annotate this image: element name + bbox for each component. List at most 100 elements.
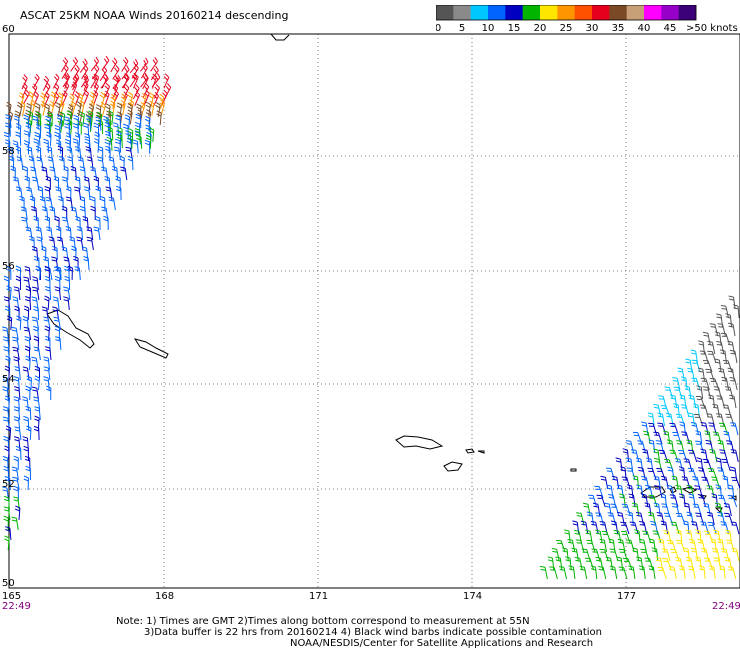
- notes-line-1: Note: 1) Times are GMT 2)Times along bot…: [116, 616, 530, 627]
- wind-barb: [549, 566, 558, 580]
- wind-barb: [719, 565, 726, 580]
- wind-barb: [576, 512, 585, 526]
- longitude-label: 171: [309, 591, 328, 602]
- wind-barb: [690, 349, 698, 364]
- wind-barb: [42, 75, 50, 91]
- wind-barb: [636, 556, 644, 571]
- wind-barb: [13, 436, 21, 451]
- wind-barb: [683, 502, 691, 517]
- wind-barb: [625, 440, 635, 454]
- wind-barb: [133, 73, 139, 89]
- wind-barb: [58, 195, 64, 211]
- wind-barb: [34, 375, 40, 391]
- wind-barb: [14, 426, 22, 441]
- wind-barb: [720, 521, 730, 535]
- wind-barb: [719, 422, 729, 436]
- wind-barb: [709, 323, 719, 337]
- wind-barb: [112, 165, 118, 181]
- wind-barb: [31, 386, 39, 401]
- wind-barb: [681, 431, 690, 445]
- wind-barb: [568, 565, 576, 580]
- wind-barb: [33, 255, 40, 271]
- wind-barb: [572, 520, 580, 535]
- wind-barb: [97, 145, 104, 161]
- latitude-label: 54: [2, 374, 15, 385]
- wind-barb: [93, 122, 99, 137]
- wind-barb: [666, 439, 674, 454]
- wind-barb: [107, 126, 114, 141]
- wind-barb: [648, 565, 656, 580]
- wind-barb: [647, 467, 657, 481]
- wind-barb: [727, 566, 737, 580]
- coastline-path: [465, 448, 475, 454]
- wind-barb: [25, 122, 31, 137]
- wind-barb: [729, 377, 738, 391]
- wind-barb: [722, 360, 733, 373]
- legend-tick-label: 40: [638, 23, 651, 34]
- wind-barb: [16, 156, 24, 171]
- wind-barb: [120, 100, 126, 116]
- wind-barb: [101, 55, 110, 71]
- wind-barb: [63, 256, 71, 271]
- wind-barb: [657, 566, 667, 580]
- wind-barb: [115, 114, 121, 130]
- wind-barb: [56, 236, 64, 251]
- notes-line-3: NOAA/NESDIS/Center for Satellite Applica…: [290, 638, 594, 649]
- wind-barb: [15, 131, 22, 146]
- wind-barb: [70, 166, 77, 181]
- wind-barb: [673, 386, 683, 400]
- map-frame: [8, 33, 740, 589]
- wind-barb: [141, 92, 147, 108]
- wind-barb: [116, 102, 123, 118]
- wind-barb: [64, 275, 71, 291]
- wind-barb: [46, 385, 52, 401]
- wind-barb: [30, 99, 36, 115]
- wind-barb: [695, 395, 706, 409]
- wind-barb: [680, 376, 688, 391]
- wind-barb: [664, 386, 674, 400]
- legend-swatch: [592, 5, 610, 20]
- wind-barb: [713, 557, 722, 571]
- wind-barb: [58, 156, 65, 171]
- wind-barb: [626, 467, 636, 481]
- wind-barb: [601, 530, 612, 544]
- wind-barb: [605, 467, 615, 481]
- legend-tick-label: 45: [664, 23, 677, 34]
- wind-barb: [108, 110, 114, 126]
- wind-barb: [717, 511, 726, 526]
- wind-barb: [604, 502, 612, 517]
- wind-barb: [3, 495, 10, 511]
- coastline-path: [477, 450, 485, 454]
- wind-barb: [15, 186, 23, 201]
- wind-barb: [140, 57, 149, 72]
- longitude-label: 177: [617, 591, 636, 602]
- wind-barb: [678, 466, 686, 481]
- wind-barb: [5, 265, 12, 281]
- wind-barb: [159, 99, 165, 115]
- time-left-label: 22:49: [2, 601, 31, 612]
- wind-barb: [11, 516, 19, 531]
- legend-labels: 0 5 10 15 20 25 30 35 40 45 >50 knots: [436, 23, 738, 34]
- wind-barb: [6, 315, 13, 331]
- wind-barb: [163, 73, 170, 89]
- legend-max-label: >50 knots: [686, 23, 738, 34]
- wind-barb: [707, 521, 717, 535]
- wind-barb: [43, 138, 49, 153]
- wind-barb: [14, 366, 21, 381]
- coastline-path: [669, 486, 677, 494]
- wind-barb: [105, 145, 111, 160]
- wind-barb: [136, 134, 143, 149]
- wind-barb: [590, 521, 599, 535]
- legend-border: [436, 5, 697, 21]
- wind-barb: [680, 404, 690, 418]
- wind-barb: [11, 466, 19, 481]
- wind-barb: [24, 336, 31, 351]
- wind-barb: [697, 494, 706, 508]
- wind-barb: [617, 511, 625, 526]
- longitude-labels: 165 168 171 174 177: [2, 591, 636, 602]
- wind-barb: [52, 296, 60, 311]
- wind-barb: [83, 186, 91, 201]
- wind-barb: [728, 295, 736, 310]
- wind-barb: [648, 422, 658, 436]
- wind-barb: [33, 305, 39, 321]
